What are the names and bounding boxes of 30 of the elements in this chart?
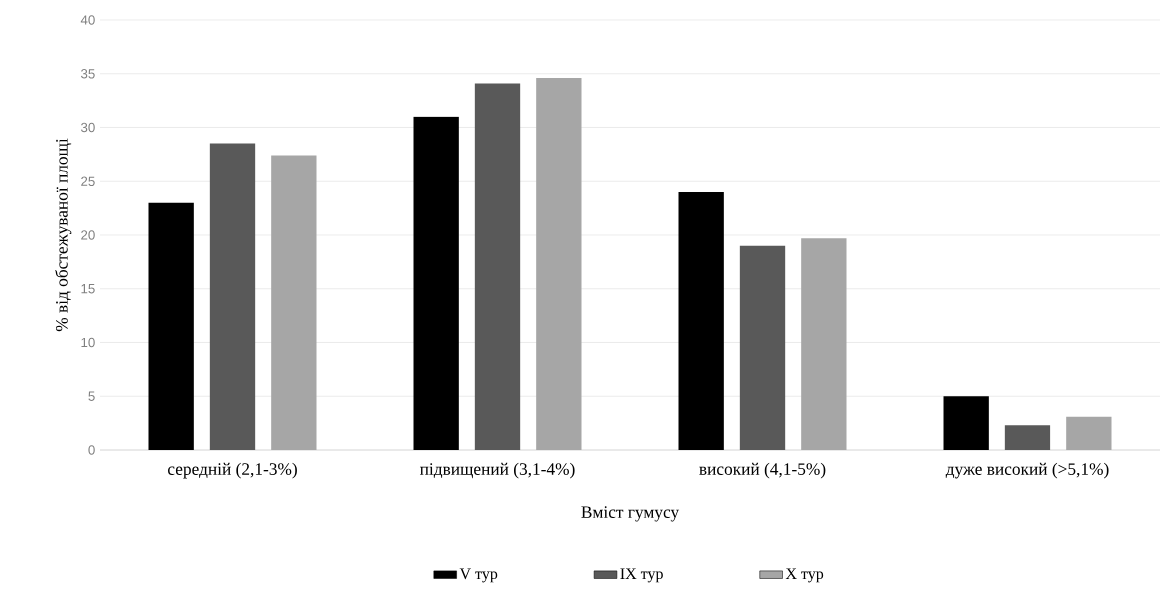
y-tick-label: 40 — [80, 15, 95, 25]
bar — [678, 192, 724, 450]
bar — [739, 245, 786, 450]
bar — [474, 83, 521, 450]
x-tick-label: дуже високий (>5,1%) — [945, 462, 1109, 479]
legend-label: IX тур — [620, 568, 663, 583]
bar — [413, 116, 459, 450]
y-tick-label: 15 — [81, 284, 95, 294]
bar — [801, 238, 847, 450]
bar — [148, 202, 194, 450]
bar — [209, 143, 256, 450]
x-tick-label: підвищений (3,1-4%) — [419, 462, 575, 479]
y-tick-label: 0 — [88, 445, 95, 455]
bar — [1004, 425, 1051, 450]
y-tick-label: 5 — [88, 391, 95, 401]
x-axis-title: Вміст гумусу — [581, 506, 680, 522]
bar — [1066, 416, 1112, 450]
legend-label: V тур — [459, 568, 498, 583]
x-tick-label: середній (2,1-3%) — [168, 462, 297, 479]
x-tick-label: високий (4,1-5%) — [699, 462, 826, 479]
y-tick-label: 35 — [80, 69, 95, 79]
bar — [271, 155, 317, 450]
y-tick-label: 25 — [81, 176, 95, 186]
legend-label: X тур — [785, 568, 824, 583]
bar — [536, 78, 582, 450]
y-tick-label: 30 — [80, 122, 95, 133]
y-axis-title: % від обстежуваної площі — [55, 138, 72, 332]
y-tick-label: 20 — [81, 230, 95, 240]
bar — [943, 396, 989, 450]
y-tick-label: 10 — [81, 337, 95, 348]
